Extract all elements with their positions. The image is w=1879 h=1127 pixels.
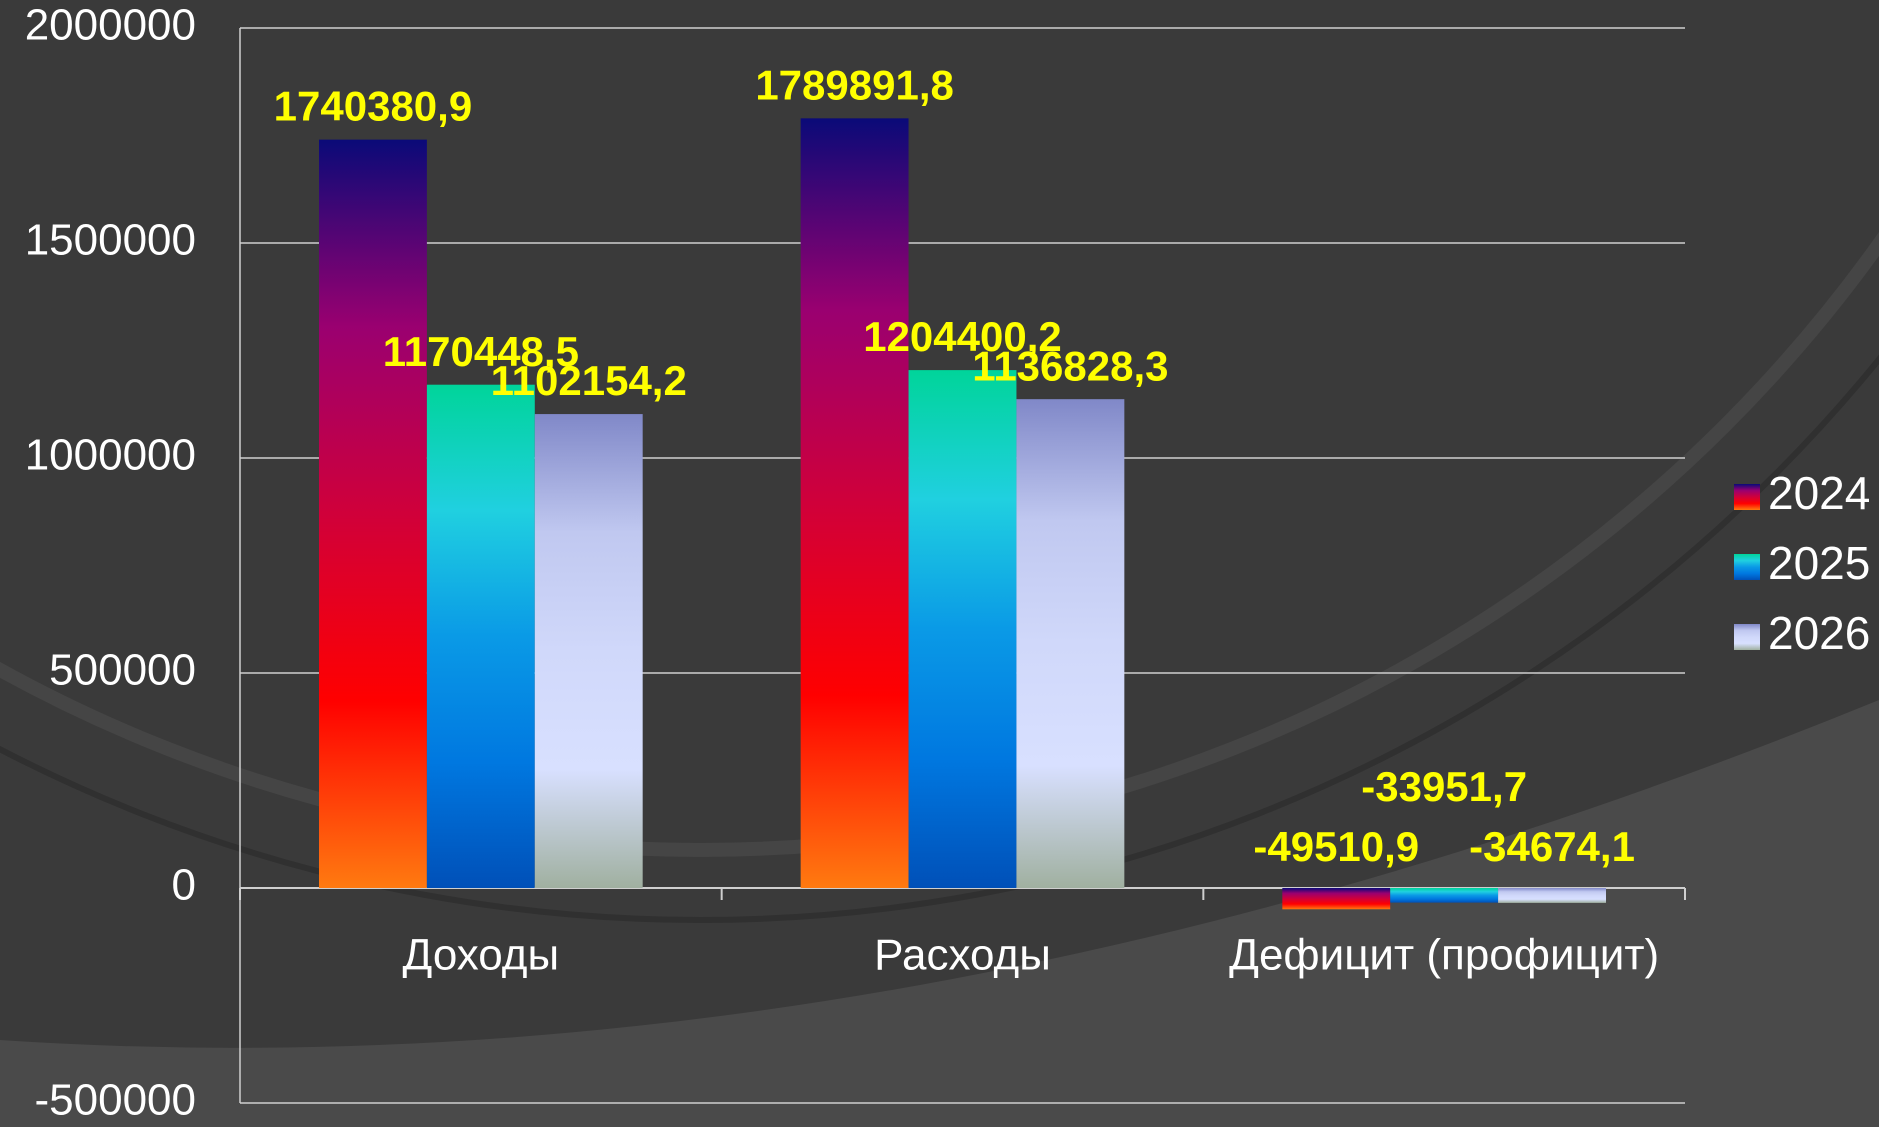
value-label: -34674,1 [1469,823,1635,870]
bar [1498,888,1607,903]
y-tick-label: 1500000 [25,216,196,265]
bar [534,414,643,888]
y-tick-label: 0 [172,861,196,910]
x-tick-label: Дефицит (профицит) [1229,931,1659,980]
value-label: -33951,7 [1361,763,1527,810]
value-label: 1136828,3 [972,342,1168,389]
value-label: 1740380,9 [274,83,473,130]
x-tick-label: Доходы [403,931,560,980]
value-label: 1170448,5 [383,328,579,375]
bar [800,118,909,888]
value-label: 1102154,2 [491,357,687,404]
bar [318,139,427,888]
y-tick-label: 2000000 [25,1,196,50]
legend-swatch [1734,484,1760,510]
value-label: -49510,9 [1253,823,1419,870]
y-tick-label: -500000 [35,1076,196,1125]
y-tick-label: 1000000 [25,431,196,480]
value-label: 1789891,8 [755,61,954,108]
bar [1390,888,1499,903]
x-tick-label: Расходы [874,931,1051,980]
bar [426,384,535,888]
legend-label: 2024 [1768,467,1870,519]
bar [908,370,1017,888]
legend-swatch [1734,554,1760,580]
legend-swatch [1734,624,1760,650]
y-tick-label: 500000 [49,646,196,695]
bar [1282,888,1391,910]
legend-label: 2026 [1768,607,1870,659]
bar [1016,399,1125,888]
legend-label: 2025 [1768,537,1870,589]
value-label: 1204400,2 [863,313,1062,360]
